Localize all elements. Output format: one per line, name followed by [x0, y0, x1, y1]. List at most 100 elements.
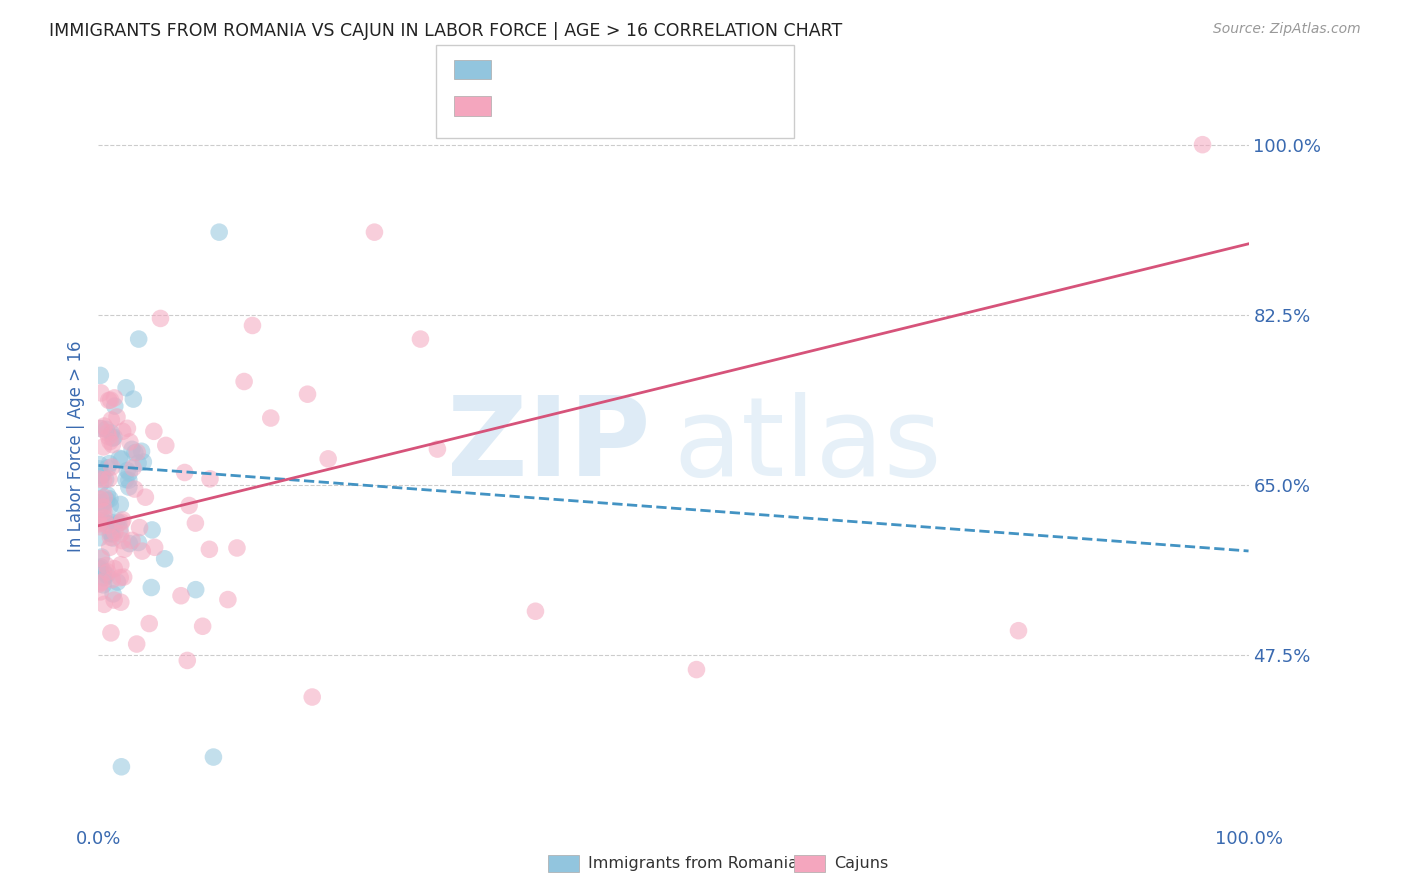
- Point: [89, 495, 111, 509]
- Point: [93, 505, 115, 519]
- Point: [524, 604, 547, 618]
- Point: [100, 413, 122, 427]
- Point: [173, 466, 195, 480]
- Point: [105, 409, 128, 424]
- Point: [177, 499, 200, 513]
- Point: [149, 311, 172, 326]
- Point: [98, 434, 121, 449]
- Point: [91, 503, 114, 517]
- Point: [98, 541, 121, 555]
- Point: [426, 442, 449, 456]
- Point: [141, 581, 163, 595]
- Point: [112, 542, 135, 557]
- Point: [89, 561, 111, 575]
- Point: [110, 558, 132, 572]
- Point: [101, 437, 124, 451]
- Point: [1191, 137, 1213, 152]
- Point: [121, 533, 143, 548]
- Point: [184, 582, 207, 597]
- Point: [198, 542, 221, 557]
- Point: [131, 544, 153, 558]
- Point: [96, 568, 118, 582]
- Point: [93, 440, 115, 454]
- Point: [90, 469, 112, 483]
- Point: [100, 530, 122, 544]
- Point: [87, 491, 110, 506]
- Point: [100, 626, 122, 640]
- Point: [115, 381, 138, 395]
- Point: [87, 517, 110, 532]
- Point: [90, 549, 112, 564]
- Point: [132, 455, 155, 469]
- Point: [101, 531, 124, 545]
- Point: [117, 421, 139, 435]
- Point: [118, 480, 141, 494]
- Point: [103, 430, 125, 444]
- Point: [110, 497, 132, 511]
- Point: [127, 445, 149, 459]
- Text: N = 86: N = 86: [636, 98, 702, 116]
- Point: [131, 444, 153, 458]
- Point: [89, 477, 111, 491]
- Text: N = 69: N = 69: [636, 62, 702, 79]
- Point: [260, 411, 283, 425]
- Point: [90, 385, 112, 400]
- Point: [104, 525, 127, 540]
- Point: [97, 518, 120, 533]
- Point: [111, 513, 134, 527]
- Point: [87, 462, 110, 476]
- Text: Cajuns: Cajuns: [834, 856, 889, 871]
- Point: [97, 393, 120, 408]
- Point: [685, 663, 707, 677]
- Point: [98, 518, 121, 533]
- Point: [96, 425, 118, 440]
- Point: [128, 520, 150, 534]
- Point: [153, 551, 176, 566]
- Point: [89, 368, 111, 383]
- Point: [93, 571, 115, 585]
- Point: [91, 468, 114, 483]
- Point: [100, 460, 122, 475]
- Point: [110, 515, 132, 529]
- Point: [101, 516, 124, 530]
- Point: [118, 536, 141, 550]
- Point: [127, 535, 149, 549]
- Point: [93, 598, 115, 612]
- Point: [93, 491, 115, 505]
- Point: [103, 562, 125, 576]
- Point: [93, 511, 115, 525]
- Point: [93, 500, 115, 514]
- Point: [89, 421, 111, 435]
- Point: [89, 516, 111, 530]
- Point: [90, 421, 112, 435]
- Point: [97, 461, 120, 475]
- Point: [124, 482, 146, 496]
- Point: [89, 458, 111, 472]
- Text: IMMIGRANTS FROM ROMANIA VS CAJUN IN LABOR FORCE | AGE > 16 CORRELATION CHART: IMMIGRANTS FROM ROMANIA VS CAJUN IN LABO…: [49, 22, 842, 40]
- Text: Source: ZipAtlas.com: Source: ZipAtlas.com: [1213, 22, 1361, 37]
- Point: [115, 463, 138, 477]
- Point: [118, 434, 141, 449]
- Point: [128, 332, 150, 346]
- Point: [297, 387, 319, 401]
- Point: [90, 574, 112, 589]
- Point: [111, 452, 134, 467]
- Point: [96, 493, 118, 508]
- Point: [89, 577, 111, 591]
- Point: [100, 425, 122, 440]
- Point: [118, 473, 141, 487]
- Point: [111, 533, 134, 548]
- Point: [118, 466, 141, 480]
- Point: [93, 419, 115, 434]
- Point: [96, 488, 118, 502]
- Text: ZIP: ZIP: [447, 392, 651, 500]
- Point: [142, 425, 165, 439]
- Point: [1007, 624, 1029, 638]
- Point: [100, 393, 122, 408]
- Point: [191, 619, 214, 633]
- Point: [141, 523, 163, 537]
- Y-axis label: In Labor Force | Age > 16: In Labor Force | Age > 16: [66, 340, 84, 552]
- Point: [98, 491, 121, 506]
- Point: [105, 514, 128, 528]
- Point: [127, 456, 149, 470]
